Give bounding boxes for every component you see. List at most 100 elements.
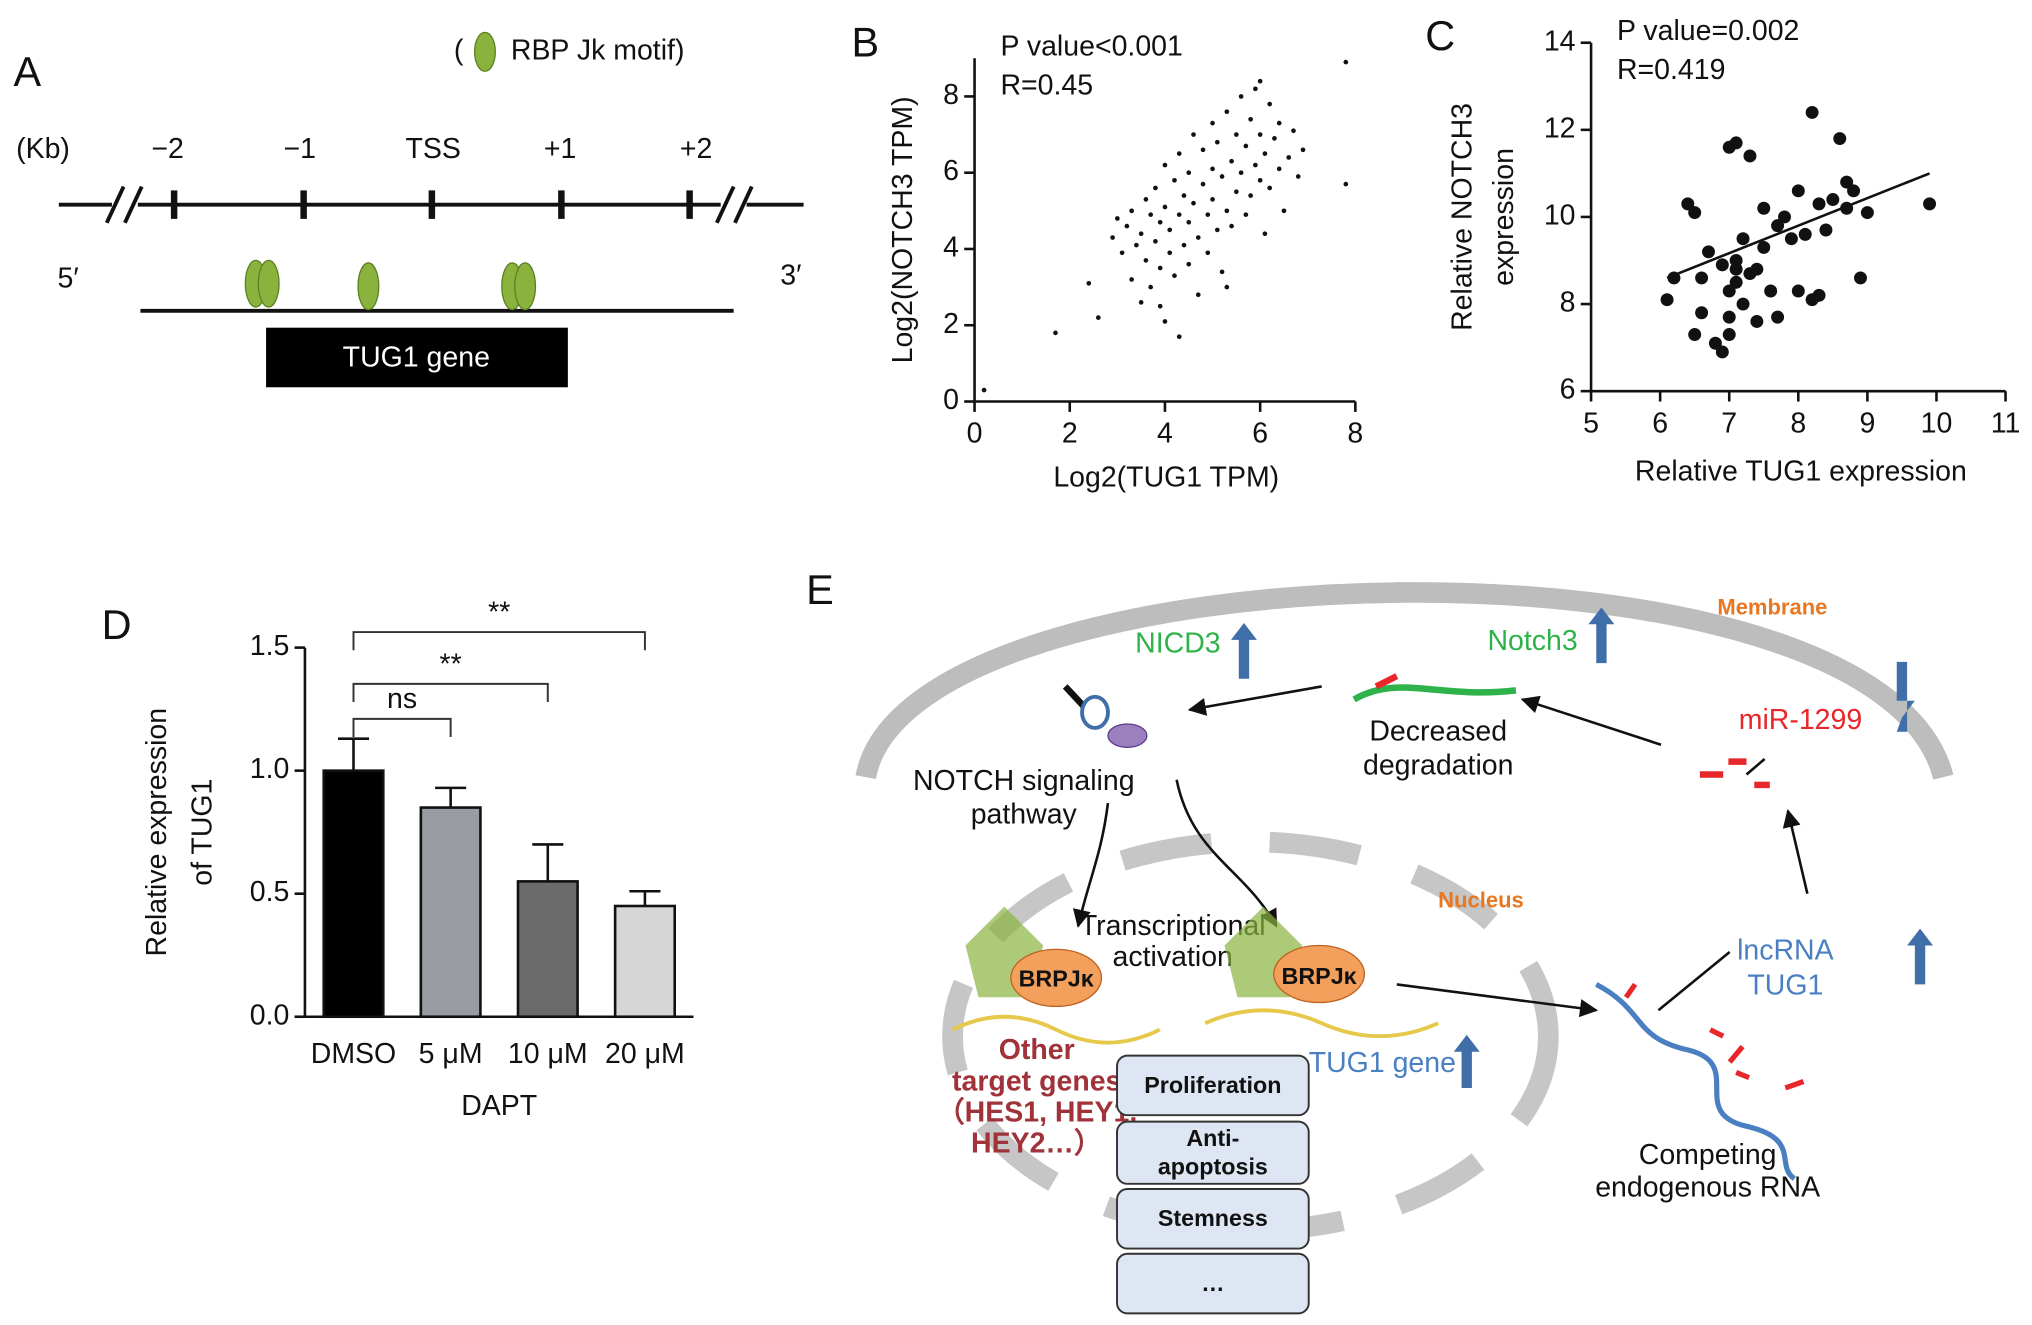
bar [516, 880, 579, 1019]
point [1695, 271, 1709, 285]
point [1143, 197, 1149, 202]
transcription: activation [1113, 941, 1233, 973]
point [1722, 310, 1736, 324]
outcome: apoptosis [1158, 1153, 1268, 1179]
point [1181, 242, 1187, 248]
y-tick-label: 0.0 [250, 999, 290, 1031]
point [1248, 116, 1253, 122]
point [1262, 151, 1268, 156]
nicd3-protein [1062, 684, 1148, 748]
point [1200, 147, 1206, 153]
y-axis-label: Relative expression [141, 708, 173, 957]
point [1819, 223, 1833, 237]
x-tick-label: 8 [1790, 407, 1806, 439]
point [1262, 231, 1268, 237]
point [1791, 284, 1805, 298]
point [1143, 258, 1149, 263]
trendline [1666, 172, 1931, 280]
point [1153, 239, 1158, 244]
nicd3: NICD3 [1135, 628, 1220, 660]
point [1243, 143, 1249, 149]
y-axis-label: of TUG1 [186, 779, 218, 886]
panel-label: C [1425, 12, 1455, 59]
point [1854, 271, 1867, 285]
point [1110, 235, 1115, 240]
y-tick-label: 8 [943, 79, 959, 111]
bracket-label: ** [488, 596, 510, 628]
point [1243, 212, 1249, 217]
mir: miR-1299 [1739, 704, 1862, 736]
point [1286, 155, 1292, 160]
point [1276, 120, 1282, 126]
x-tick-label: 6 [1652, 407, 1668, 439]
point [1248, 193, 1253, 198]
annotation: R=0.45 [1000, 69, 1093, 101]
point [1200, 181, 1206, 187]
point [1688, 328, 1702, 342]
point [1681, 197, 1695, 211]
point [1757, 240, 1771, 254]
other: target genes [952, 1065, 1121, 1097]
point [1186, 261, 1192, 267]
point [1195, 235, 1201, 240]
gene-label: TUG1 gene [343, 341, 490, 373]
point [1124, 223, 1130, 229]
point [1757, 201, 1771, 215]
legend-text: RBP Jk motif) [511, 34, 685, 66]
nucleus-label: Nucleus [1438, 887, 1524, 912]
x-tick-label: 20 μM [605, 1038, 685, 1070]
point [1276, 166, 1282, 172]
x-axis-label: DAPT [461, 1090, 537, 1122]
point [1224, 109, 1230, 115]
point [1162, 319, 1168, 324]
unit: (Kb) [16, 133, 70, 165]
point [981, 387, 987, 393]
panel-label: E [806, 566, 834, 613]
outcome: Anti- [1186, 1125, 1239, 1151]
point [1860, 206, 1874, 220]
other: HEY2…） [971, 1126, 1102, 1159]
y-tick-label: 10 [1544, 199, 1576, 231]
x-tick-label: 10 [1921, 407, 1953, 439]
point [1234, 189, 1239, 195]
brpj: BRPJκ [1282, 963, 1357, 989]
point [1702, 245, 1715, 259]
point [1186, 170, 1192, 176]
point [1267, 185, 1272, 191]
point [1181, 193, 1187, 198]
outcome: … [1201, 1270, 1224, 1296]
point [1229, 158, 1234, 164]
point [1205, 250, 1211, 256]
point [1729, 262, 1743, 276]
x-tick-label: 7 [1721, 407, 1737, 439]
point [1736, 232, 1750, 246]
panel-label: A [14, 48, 42, 95]
point [1833, 132, 1847, 146]
x-tick-label: 10 μM [508, 1038, 588, 1070]
point [1267, 101, 1272, 107]
point [1729, 136, 1743, 150]
point [1148, 212, 1154, 217]
point [1729, 275, 1743, 289]
x-tick-label: 11 [1991, 407, 2021, 439]
point [1210, 120, 1215, 126]
bracket [352, 682, 549, 703]
point [1148, 284, 1154, 290]
point [1722, 284, 1736, 298]
y-tick-label: 1.5 [250, 630, 290, 662]
motifs [244, 259, 537, 311]
sites [1623, 982, 1805, 1091]
point [1743, 149, 1757, 163]
point [1224, 208, 1230, 214]
point [1798, 227, 1812, 241]
bar [322, 769, 385, 1019]
y-tick-label: 0 [943, 384, 959, 416]
point [1191, 132, 1196, 137]
point [1229, 223, 1234, 229]
notch: pathway [971, 799, 1078, 831]
point [1295, 174, 1301, 179]
point [1771, 219, 1785, 233]
legend-paren: ( [454, 34, 464, 66]
point [1134, 242, 1139, 248]
point [1119, 250, 1125, 256]
